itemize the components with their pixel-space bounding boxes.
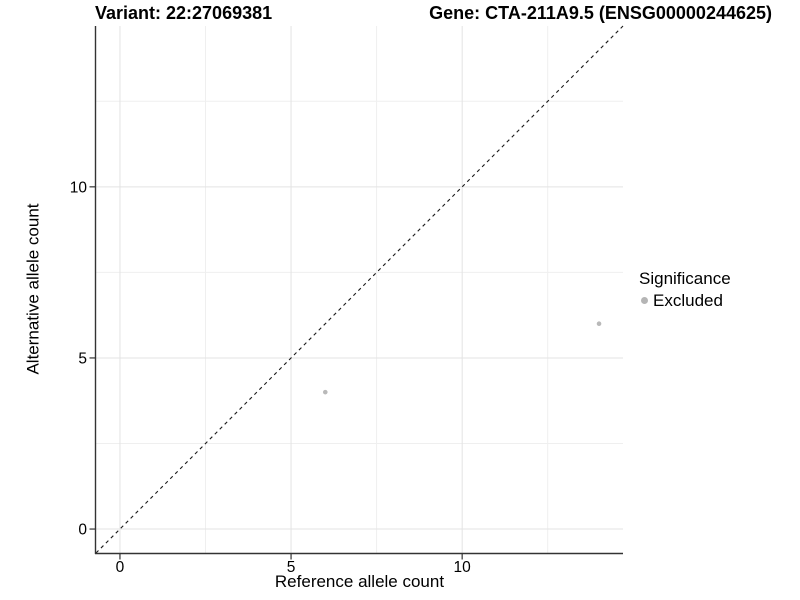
y-axis-title: Alternative allele count: [23, 203, 43, 375]
legend-title: Significance: [639, 269, 731, 288]
x-tick-label: 0: [116, 559, 125, 576]
legend-marker-icon: [641, 297, 648, 304]
gene-title: Gene: CTA-211A9.5 (ENSG00000244625): [429, 3, 772, 23]
x-tick-label: 5: [287, 559, 296, 576]
legend-item-excluded: Excluded: [639, 291, 731, 310]
data-point: [596, 321, 602, 327]
identity-dashed-line: [95, 25, 624, 554]
y-tick-label: 10: [70, 179, 88, 196]
x-tick-label: 10: [454, 559, 472, 576]
x-axis-title: Reference allele count: [274, 572, 445, 591]
legend-item-label: Excluded: [653, 291, 723, 310]
variant-title: Variant: 22:27069381: [95, 3, 273, 23]
y-tick-label: 5: [78, 350, 87, 367]
data-point: [322, 389, 328, 395]
legend: Significance Excluded: [639, 269, 731, 310]
y-tick-label: 0: [78, 522, 87, 539]
